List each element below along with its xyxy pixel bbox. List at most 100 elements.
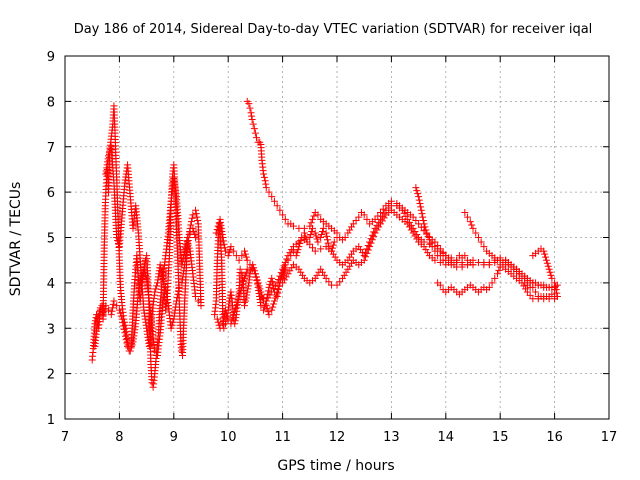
data-point-fill <box>424 232 432 240</box>
data-point <box>532 288 540 296</box>
data-point-fill <box>250 264 258 272</box>
data-point-fill <box>318 230 326 238</box>
data-point <box>311 229 319 237</box>
data-point-fill <box>248 112 256 120</box>
data-point-fill <box>226 246 234 254</box>
data-point <box>246 261 254 269</box>
data-point-fill <box>184 241 192 249</box>
y-tick-label: 5 <box>47 232 55 247</box>
data-point-fill <box>419 216 427 224</box>
data-point <box>175 283 183 291</box>
data-point <box>221 306 229 314</box>
data-point-fill <box>417 203 425 211</box>
data-point <box>360 256 368 264</box>
data-point-fill <box>215 321 223 329</box>
data-point <box>360 211 368 219</box>
data-point-fill <box>375 223 383 231</box>
data-point-fill <box>242 253 250 261</box>
data-point <box>485 261 493 269</box>
data-point-fill <box>543 259 551 267</box>
data-point-fill <box>363 249 371 257</box>
data-point-fill <box>236 289 244 297</box>
data-point <box>219 234 227 241</box>
data-point <box>545 265 553 273</box>
data-point-fill <box>194 216 202 224</box>
data-point-fill <box>416 199 424 207</box>
data-point <box>469 224 477 232</box>
data-point <box>371 229 379 237</box>
data-point-fill <box>362 253 370 261</box>
data-point-fill <box>141 268 149 276</box>
data-point <box>417 206 425 214</box>
data-point <box>314 238 322 246</box>
data-point-fill <box>283 255 291 263</box>
data-point-fill <box>280 276 288 284</box>
data-point-fill <box>282 273 290 281</box>
data-point <box>279 265 287 273</box>
data-point <box>189 211 197 219</box>
data-point <box>477 238 485 246</box>
data-point-fill <box>357 246 365 254</box>
data-point-fill <box>101 305 109 313</box>
data-point <box>333 229 341 237</box>
data-point <box>177 347 185 355</box>
data-point <box>124 342 132 350</box>
data-point <box>420 220 428 228</box>
data-point <box>235 292 243 300</box>
data-point <box>238 252 246 260</box>
data-point <box>281 215 289 223</box>
data-point-fill <box>237 286 245 294</box>
data-point <box>265 188 273 196</box>
data-point <box>186 229 194 237</box>
data-point-fill <box>302 235 310 243</box>
data-point-fill <box>373 226 381 234</box>
data-point-fill <box>370 232 378 240</box>
data-point <box>309 215 317 223</box>
data-point-fill <box>264 308 272 316</box>
data-point-fill <box>402 212 410 220</box>
data-point-fill <box>264 294 272 302</box>
data-point <box>268 193 276 201</box>
data-point <box>344 265 352 273</box>
x-tick-label: 17 <box>601 430 618 445</box>
data-point <box>230 311 238 319</box>
data-point-fill <box>231 308 239 316</box>
data-point <box>552 286 560 294</box>
data-point <box>251 129 259 137</box>
data-point-fill <box>418 210 426 218</box>
data-point-fill <box>191 230 199 238</box>
data-point <box>118 315 126 323</box>
data-point-fill <box>288 246 296 254</box>
data-point <box>306 222 314 230</box>
data-point <box>431 256 439 264</box>
data-point <box>420 243 428 251</box>
data-point <box>99 311 107 319</box>
x-tick-label: 12 <box>329 430 346 445</box>
data-point <box>252 134 260 142</box>
data-point-fill <box>380 214 388 222</box>
data-point-fill <box>320 271 328 279</box>
data-point-fill <box>323 236 331 244</box>
data-point <box>173 297 181 305</box>
data-point <box>436 281 444 289</box>
data-point-fill <box>520 282 528 290</box>
data-point-fill <box>220 240 228 248</box>
y-tick-label: 6 <box>47 186 55 201</box>
data-point <box>249 265 257 273</box>
data-point-fill <box>312 232 320 240</box>
data-point <box>474 258 482 266</box>
data-point <box>317 234 325 241</box>
data-point <box>436 252 444 260</box>
data-point <box>246 104 254 112</box>
data-point-fill <box>310 212 318 220</box>
data-point <box>273 202 281 210</box>
data-point <box>480 243 488 251</box>
data-point <box>241 274 249 282</box>
data-point <box>338 274 346 282</box>
data-point-fill <box>495 266 503 274</box>
data-point <box>491 274 499 282</box>
data-point <box>398 206 406 214</box>
data-point-fill <box>364 246 372 254</box>
data-point-fill <box>127 344 135 352</box>
